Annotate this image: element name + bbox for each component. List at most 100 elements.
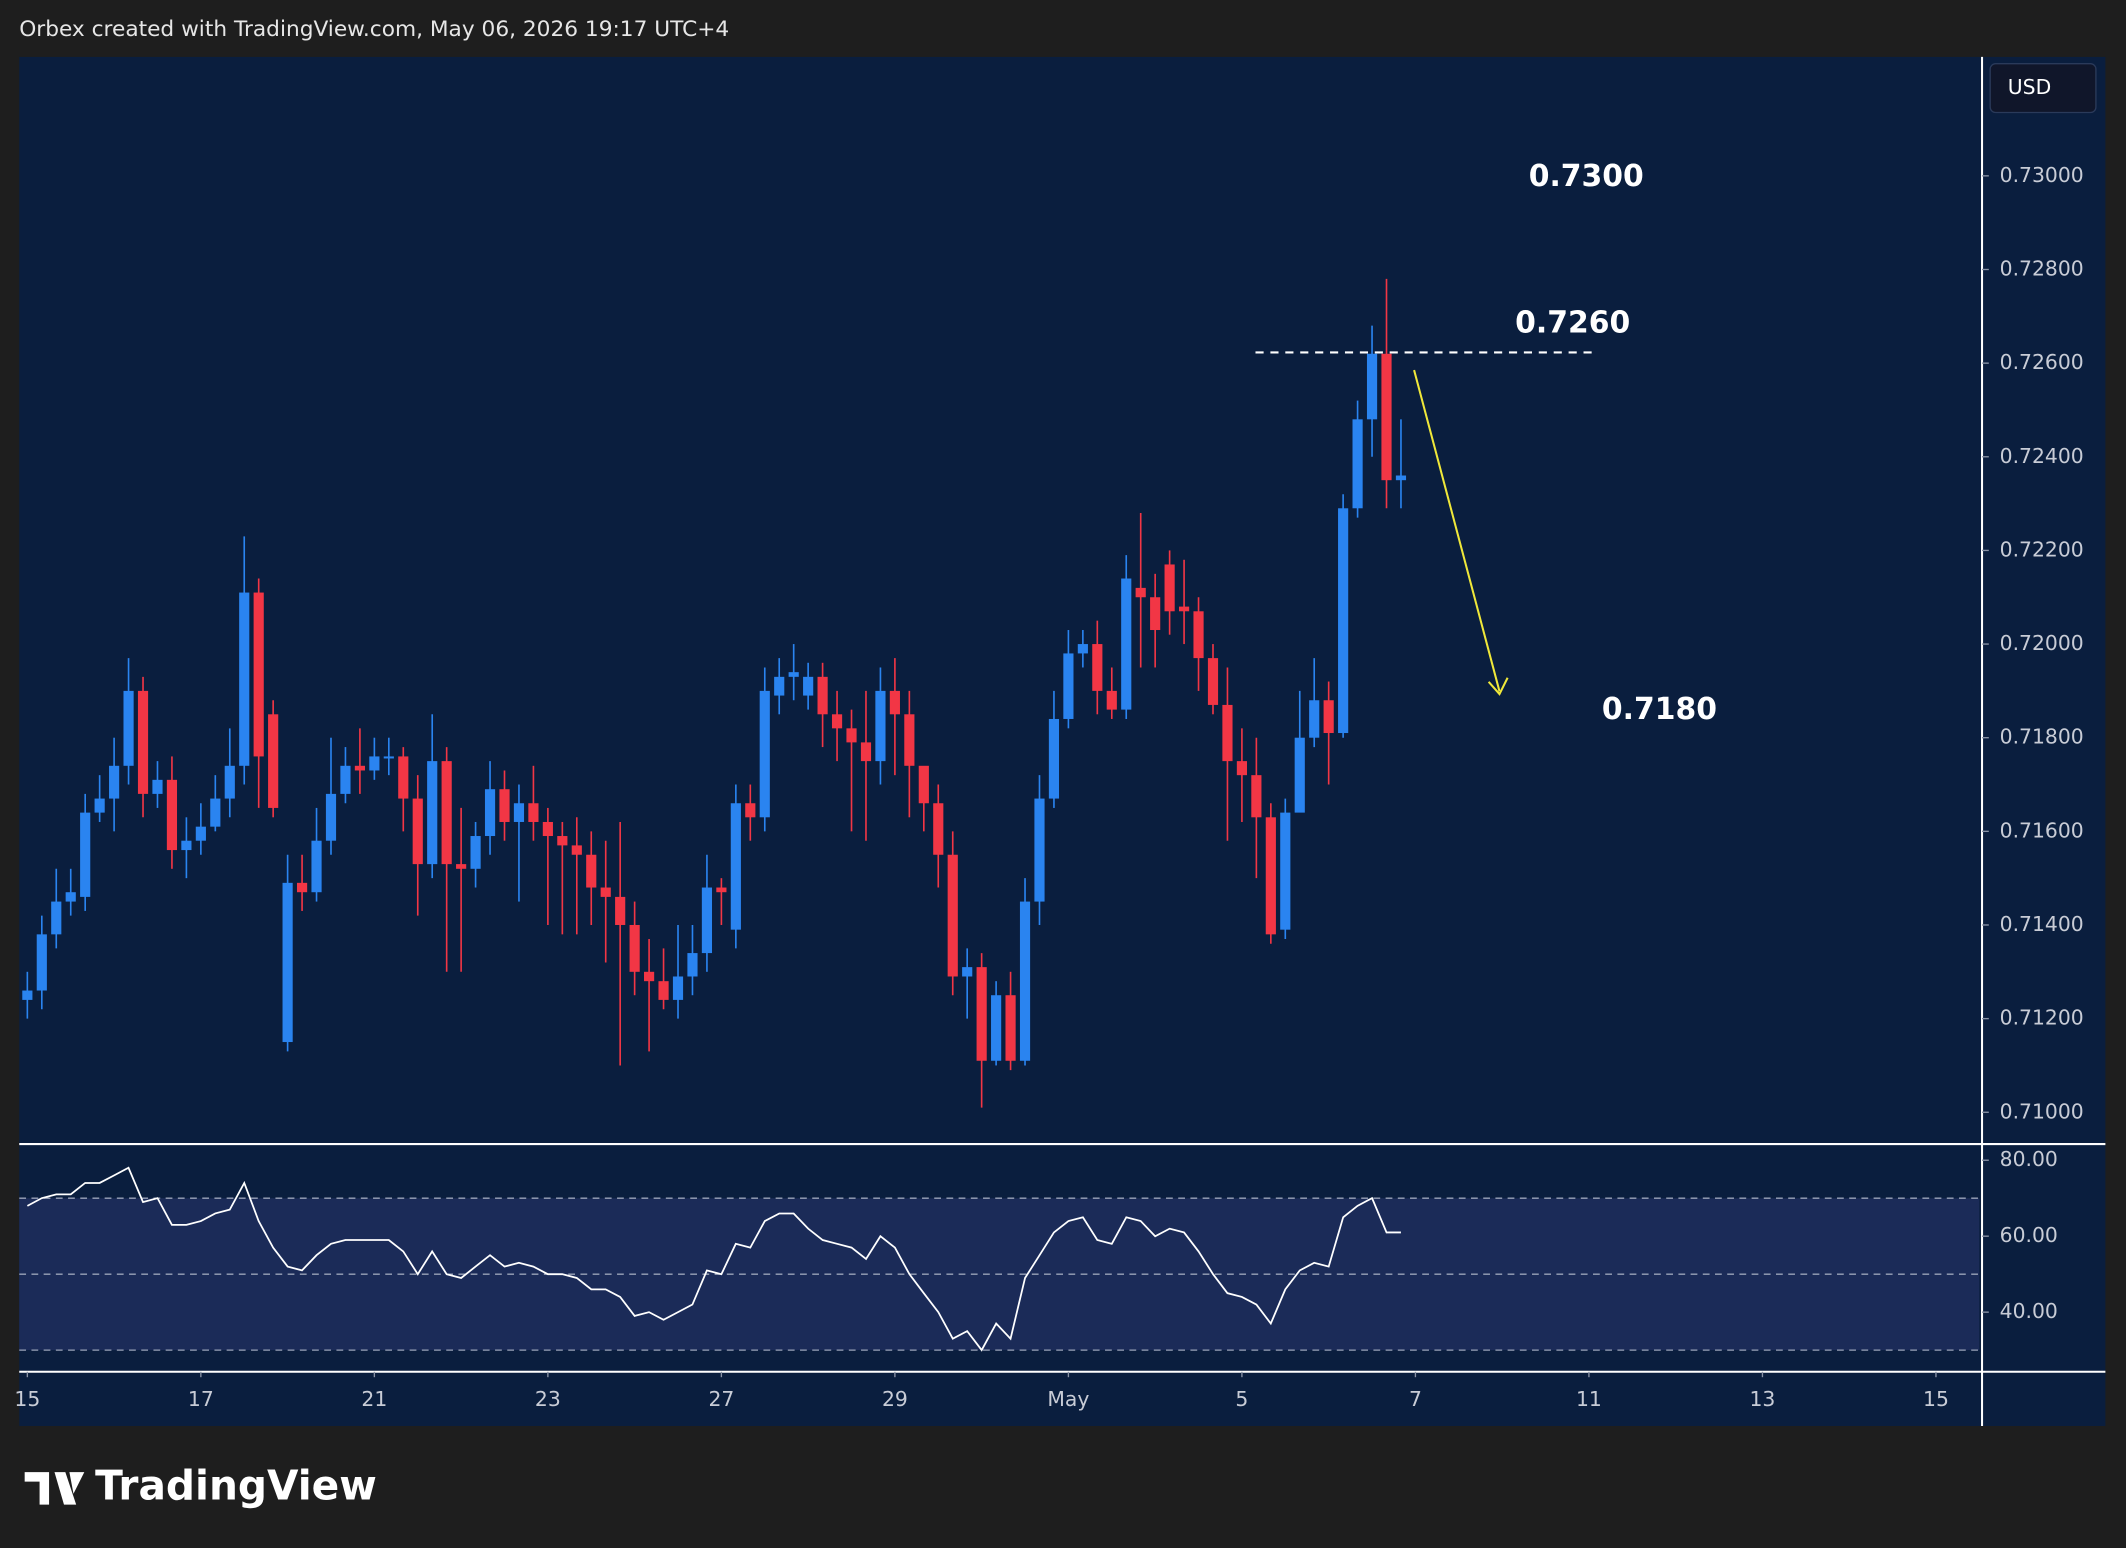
candle-body	[672, 976, 684, 1000]
y-tick-label: 0.71000	[2000, 1099, 2084, 1123]
candle-body	[166, 779, 178, 851]
x-tick-label: May	[1047, 1387, 1089, 1411]
y-tick-label: 0.72000	[2000, 631, 2084, 655]
annotation: 0.7300	[1529, 159, 1644, 194]
candle-body	[889, 690, 900, 715]
candle-body	[253, 592, 264, 757]
candle-body	[904, 714, 915, 766]
arrow	[1413, 369, 1501, 692]
candle-body	[1150, 597, 1161, 631]
y-tick-label: 0.71400	[2000, 912, 2084, 936]
candle-body	[1222, 704, 1233, 762]
candle-body	[1164, 564, 1175, 612]
candle-body	[1265, 817, 1276, 935]
logo-mark	[24, 1472, 85, 1505]
y-tick-label: 0.72800	[2000, 256, 2084, 280]
candle-body	[340, 765, 351, 794]
candle-body	[282, 882, 293, 1043]
candle-body	[1077, 644, 1088, 654]
y-tick-label: 0.73000	[2000, 163, 2084, 187]
currency: USD	[2008, 75, 2051, 99]
candle-body	[759, 690, 770, 818]
candle-body	[1193, 611, 1204, 659]
candle-body	[658, 981, 669, 1000]
annotation: 0.7260	[1515, 305, 1630, 340]
y-tick-label: 0.71600	[2000, 818, 2084, 842]
x-tick-label: 5	[1235, 1387, 1248, 1411]
candle-body	[499, 789, 510, 822]
x-tick-label: 13	[1750, 1387, 1776, 1411]
candle-body	[976, 967, 987, 1061]
header: Orbex created with TradingView.com, May …	[19, 17, 729, 42]
candle-body	[644, 971, 655, 982]
candle-body	[1395, 475, 1407, 481]
candle-body	[1106, 690, 1117, 710]
candle-body	[224, 765, 235, 799]
rsi-tick-label: 60.00	[2000, 1223, 2058, 1247]
candle-body	[1207, 658, 1219, 705]
candle-body	[831, 714, 843, 729]
y-tick-label: 0.72600	[2000, 350, 2084, 374]
candle-body	[1381, 353, 1392, 481]
annotation: 0.7180	[1602, 692, 1717, 727]
candle-body	[586, 854, 597, 888]
candle-body	[398, 756, 409, 799]
rsi-line	[26, 1166, 1401, 1352]
x-tick-label: 11	[1576, 1387, 1602, 1411]
candle-body	[1178, 606, 1190, 612]
candle-body	[137, 690, 149, 794]
candle-body	[296, 882, 308, 893]
candle-body	[947, 854, 958, 977]
y-tick-label: 0.72400	[2000, 444, 2084, 468]
candle-body	[94, 798, 105, 813]
candle-body	[1294, 737, 1305, 813]
candle-body	[846, 728, 857, 743]
x-tick-label: 21	[361, 1387, 387, 1411]
candle-body	[311, 840, 322, 893]
y-tick-label: 0.71200	[2000, 1006, 2084, 1030]
candle-body	[181, 840, 192, 851]
candle-body	[427, 761, 438, 865]
candle-body	[1063, 653, 1074, 719]
candle-body	[962, 967, 973, 977]
candle-body	[1092, 644, 1103, 691]
x-tick-label: 7	[1409, 1387, 1422, 1411]
candle-body	[730, 803, 741, 930]
logo-text: TradingView	[95, 1461, 377, 1509]
candle-body	[513, 803, 525, 822]
candle-body	[109, 765, 120, 799]
candle-body	[470, 836, 481, 869]
currency-box[interactable]	[1989, 63, 2097, 114]
candle-body	[325, 793, 337, 841]
candle-body	[1280, 812, 1291, 930]
candle-body	[354, 765, 365, 771]
candle-body	[210, 798, 221, 827]
candle-body	[615, 896, 626, 925]
candle-body	[1121, 578, 1132, 710]
x-tick-label: 29	[882, 1387, 908, 1411]
candle-body	[1135, 587, 1146, 598]
candle-body	[123, 690, 134, 766]
candle-body	[383, 756, 394, 759]
candle-body	[1338, 508, 1349, 734]
candle-body	[152, 779, 163, 794]
candle-body	[1352, 419, 1363, 509]
candle-body	[571, 845, 582, 855]
candle-body	[1251, 775, 1262, 818]
arrow-head	[1487, 677, 1509, 696]
candle-body	[528, 803, 539, 822]
candle-body	[268, 714, 279, 808]
candle-body	[1236, 761, 1247, 776]
candle-body	[875, 690, 886, 762]
candle-body	[80, 812, 91, 897]
x-tick-label: 17	[188, 1387, 214, 1411]
rsi-tick-label: 80.00	[2000, 1147, 2058, 1171]
candle-body	[557, 836, 568, 846]
x-tick-label: 27	[708, 1387, 734, 1411]
candle-body	[774, 676, 785, 696]
candle-body	[933, 803, 944, 855]
x-tick-label: 15	[1923, 1387, 1949, 1411]
candle-body	[412, 798, 423, 865]
